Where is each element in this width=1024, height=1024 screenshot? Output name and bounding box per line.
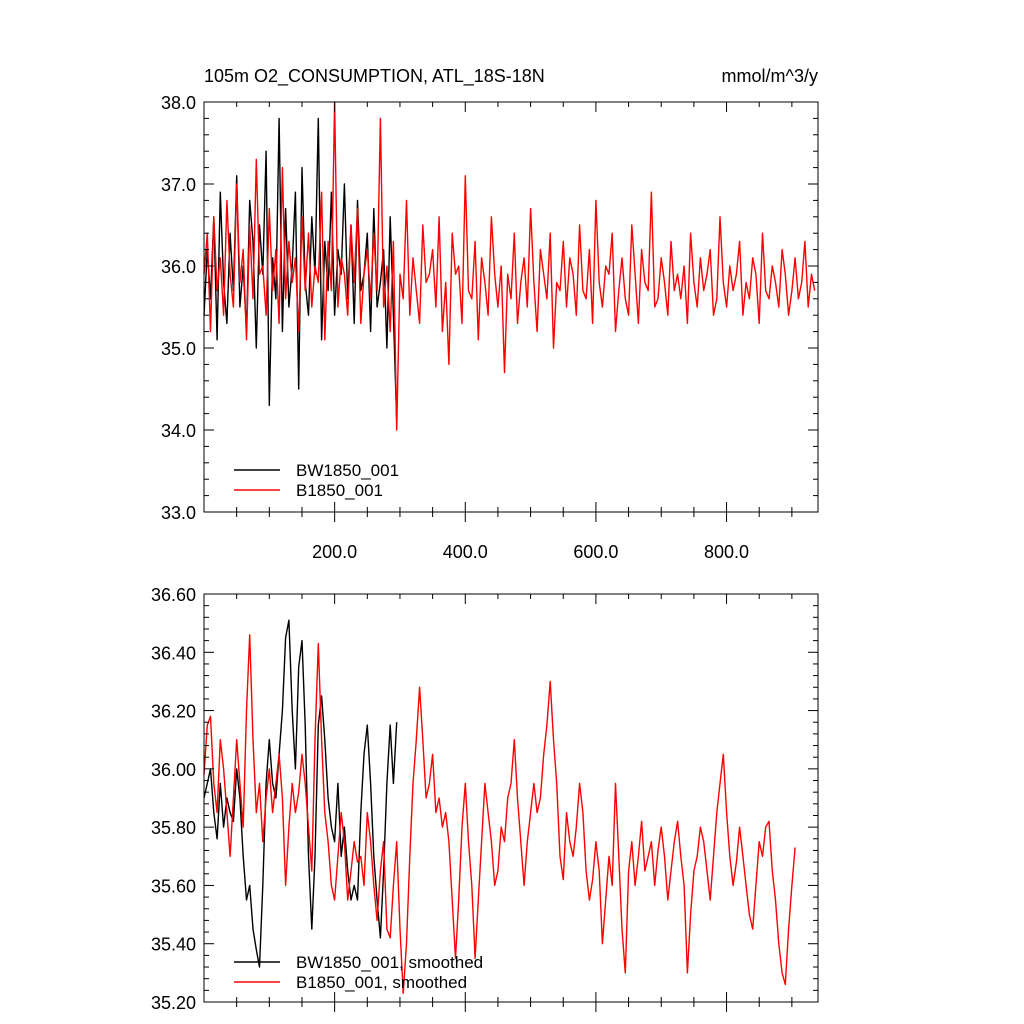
y-tick-label: 34.0: [161, 421, 196, 441]
y-tick-label: 36.20: [151, 702, 196, 722]
legend-label-0: BW1850_001, smoothed: [296, 953, 483, 972]
bottom-panel-frame: [203, 593, 819, 1003]
y-tick-label: 35.80: [151, 818, 196, 838]
top-panel-title: 105m O2_CONSUMPTION, ATL_18S-18N: [204, 66, 545, 87]
y-tick-label: 36.00: [151, 760, 196, 780]
x-tick-label: 400.0: [443, 542, 488, 562]
top-panel-series: [203, 101, 816, 431]
y-tick-label: 35.20: [151, 993, 196, 1013]
y-tick-label: 33.0: [161, 503, 196, 523]
y-tick-label: 36.0: [161, 257, 196, 277]
legend-label-1: B1850_001: [296, 481, 383, 500]
top-panel-ticks: 33.0 34.0 35.0 36.0 37.0 38.0 200.0 400.0 600.0 8…: [161, 93, 818, 562]
y-tick-label: 36.60: [151, 585, 196, 605]
y-tick-label: 36.40: [151, 643, 196, 663]
y-tick-label: 35.40: [151, 935, 196, 955]
top-panel: 105m O2_CONSUMPTION, ATL_18S-18N mmol/m^…: [161, 66, 819, 562]
y-tick-label: 35.60: [151, 876, 196, 896]
series-line-1: [203, 634, 796, 994]
x-tick-label: 200.0: [312, 542, 357, 562]
series-line-1: [203, 101, 816, 431]
legend-label-1: B1850_001, smoothed: [296, 973, 467, 992]
series-line-0: [203, 619, 398, 968]
bottom-panel: 35.20 35.40 35.60 35.80 36.00 36.20 36.40 36.60…: [151, 585, 819, 1013]
bottom-panel-ticks: 35.20 35.40 35.60 35.80 36.00 36.20 36.40 36.60: [151, 585, 818, 1013]
top-panel-frame: [203, 101, 819, 513]
top-panel-units: mmol/m^3/y: [722, 66, 818, 86]
bottom-panel-series: [203, 619, 796, 994]
x-tick-label: 600.0: [573, 542, 618, 562]
y-tick-label: 35.0: [161, 339, 196, 359]
y-tick-label: 38.0: [161, 93, 196, 113]
legend-label-0: BW1850_001: [296, 461, 399, 480]
x-tick-label: 800.0: [704, 542, 749, 562]
y-tick-label: 37.0: [161, 175, 196, 195]
